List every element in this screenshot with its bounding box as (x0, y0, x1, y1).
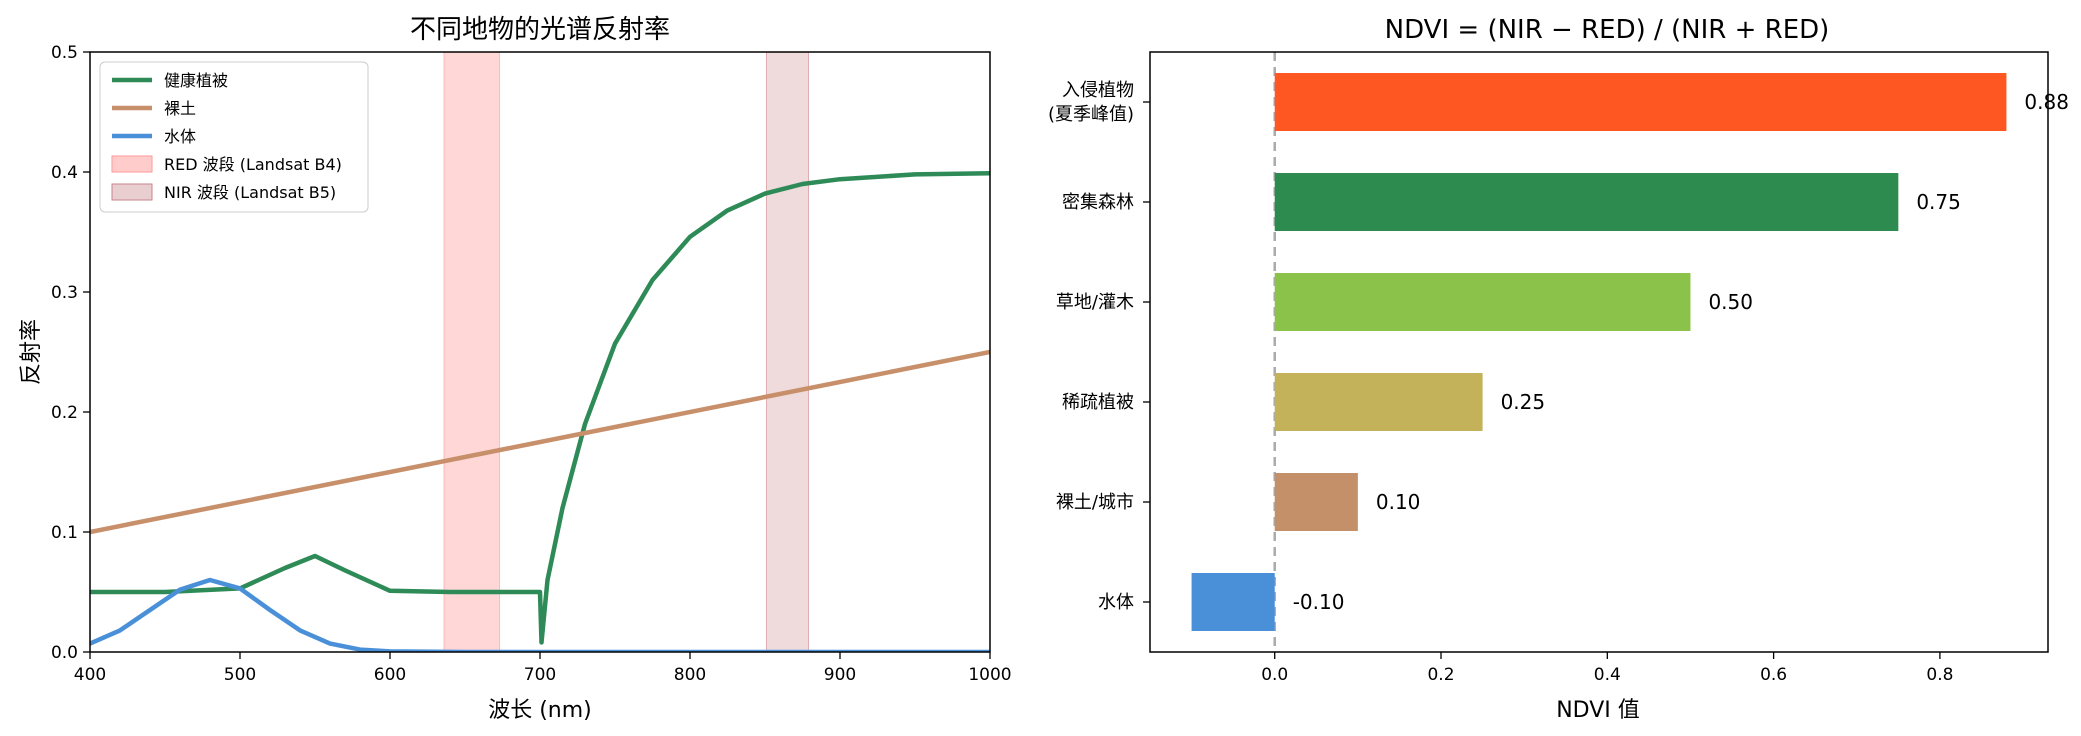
category-label: 密集森林 (1062, 192, 1134, 213)
ndvi-bar-chart: NDVI = (NIR − RED) / (NIR + RED) 0.88 入侵植… (1048, 15, 2069, 723)
y-tick-label: 0.4 (51, 163, 78, 183)
x-tick-label: 1000 (968, 665, 1011, 685)
bar-value-label: -0.10 (1293, 590, 1345, 614)
band-0 (443, 51, 500, 653)
y-tick-label: 0.1 (51, 523, 78, 543)
spectral-y-axis-label: 反射率 (19, 319, 44, 385)
legend-band-swatch (111, 155, 153, 173)
y-tick-label: 0.5 (51, 43, 78, 63)
ndvi-bars: 0.88 入侵植物(夏季峰值) 0.75 密集森林 0.50 草地/灌木 0.25 稀疏植被 0… (1048, 52, 2069, 652)
ndvi-bar-0 (1274, 73, 2007, 131)
ndvi-bar-4 (1274, 473, 1358, 531)
ndvi-ticks: 0.0 0.2 0.4 0.6 0.8 (1261, 652, 1953, 685)
ndvi-bar-3 (1274, 373, 1483, 431)
legend-box (99, 61, 369, 213)
ndvi-bar-1 (1274, 173, 1899, 231)
band-1 (766, 51, 809, 653)
ndvi-chart-title: NDVI = (NIR − RED) / (NIR + RED) (1385, 15, 1830, 45)
x-tick-label: 900 (824, 665, 856, 685)
category-label: 水体 (1098, 592, 1134, 613)
x-tick-label: 0.0 (1261, 665, 1288, 685)
legend-label: 裸土 (164, 99, 196, 118)
bar-value-label: 0.88 (2024, 90, 2069, 114)
x-tick-label: 600 (374, 665, 406, 685)
x-tick-label: 800 (674, 665, 706, 685)
series-line-2 (90, 577, 990, 652)
category-label: 稀疏植被 (1062, 392, 1134, 413)
spectral-reflectance-chart: 不同地物的光谱反射率 400 500 600 700 800 900 1000 0.0 0.1 0… (19, 15, 1012, 723)
legend-label: 健康植被 (164, 71, 228, 90)
legend-label: RED 波段 (Landsat B4) (164, 155, 342, 174)
spectral-x-axis-label: 波长 (nm) (488, 698, 592, 723)
ndvi-x-axis-label: NDVI 值 (1556, 698, 1640, 723)
bar-value-label: 0.50 (1708, 290, 1753, 314)
x-tick-label: 0.6 (1760, 665, 1787, 685)
ndvi-plot-frame (1149, 51, 2049, 653)
reflectance-lines (90, 170, 990, 652)
legend-label: 水体 (164, 127, 196, 146)
category-label: 裸土/城市 (1056, 492, 1134, 513)
x-tick-label: 500 (224, 665, 256, 685)
ndvi-bar-2 (1274, 273, 1691, 331)
bar-value-label: 0.75 (1916, 190, 1961, 214)
legend-label: NIR 波段 (Landsat B5) (164, 183, 336, 202)
x-tick-label: 700 (524, 665, 556, 685)
wavelength-bands (443, 51, 809, 653)
x-tick-label: 400 (74, 665, 106, 685)
x-tick-label: 0.2 (1427, 665, 1454, 685)
series-line-0 (90, 170, 990, 645)
x-tick-label: 0.4 (1594, 665, 1621, 685)
bar-value-label: 0.25 (1501, 390, 1546, 414)
x-tick-label: 0.8 (1926, 665, 1953, 685)
ndvi-bar-5 (1191, 573, 1275, 631)
category-label: 入侵植物(夏季峰值) (1048, 80, 1134, 125)
y-tick-label: 0.3 (51, 283, 78, 303)
category-label: 草地/灌木 (1056, 292, 1134, 313)
y-tick-label: 0.0 (51, 643, 78, 663)
y-tick-label: 0.2 (51, 403, 78, 423)
spectral-ticks: 400 500 600 700 800 900 1000 0.0 0.1 0.2 0.3 0.4 0.5 (51, 43, 1012, 685)
legend-band-swatch (111, 183, 153, 201)
spectral-chart-title: 不同地物的光谱反射率 (410, 15, 670, 45)
bar-value-label: 0.10 (1376, 490, 1421, 514)
series-line-1 (90, 349, 990, 535)
